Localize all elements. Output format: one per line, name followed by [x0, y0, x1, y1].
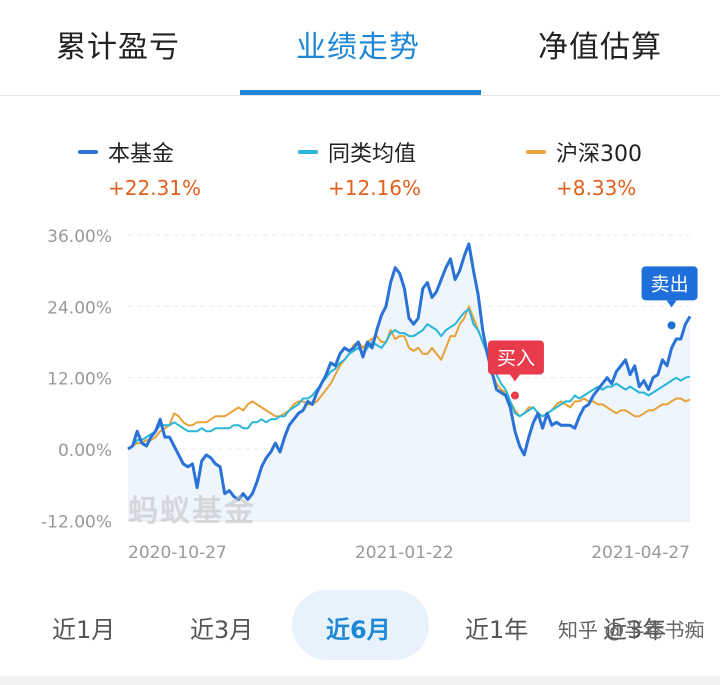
legend-label-csi300: 沪深300: [556, 142, 642, 167]
legend-value-csi300: +8.33%: [556, 176, 637, 200]
y-tick-label: -12.00%: [41, 512, 112, 532]
fund-area-fill: [128, 243, 690, 521]
author-credit: 知乎 @半卷书痴: [558, 618, 705, 642]
legend-label-fund: 本基金: [108, 142, 175, 167]
legend-value-peer: +12.16%: [328, 176, 422, 200]
tab-cumulative-pnl[interactable]: 累计盈亏: [56, 30, 180, 65]
period-3y[interactable]: 近3年: [603, 616, 667, 644]
y-tick-label: 0.00%: [58, 441, 112, 461]
buy-marker-label: 买入: [497, 348, 535, 370]
buy-marker-label-bg: [487, 340, 544, 375]
legend-swatch-peer: [298, 150, 318, 154]
period-3m[interactable]: 近3月: [190, 616, 254, 644]
series-line-fund: [127, 242, 692, 501]
period-1y[interactable]: 近1年: [465, 616, 529, 644]
period-selector: 近1月 近3月 近6月 近1年 近3年: [0, 588, 720, 663]
sell-marker-label-bg: [641, 266, 698, 301]
y-tick-label: 24.00%: [47, 298, 112, 318]
active-tab-indicator: [240, 90, 481, 95]
legend-fund[interactable]: 本基金 +22.31%: [78, 136, 201, 200]
y-tick-label: 12.00%: [47, 370, 112, 390]
x-tick-label: 2021-04-27: [591, 543, 690, 563]
tab-bar: 累计盈亏 业绩走势 净值估算: [0, 0, 720, 96]
legend-swatch-fund: [78, 150, 98, 154]
x-tick-label: 2021-01-22: [355, 543, 454, 563]
sell-marker-label: 卖出: [651, 273, 689, 295]
legend-label-peer: 同类均值: [328, 142, 417, 167]
legend-swatch-csi300: [526, 150, 546, 154]
tab-nav-estimate[interactable]: 净值估算: [538, 30, 662, 65]
performance-chart[interactable]: 36.00% 24.00% 12.00% 0.00% -12.00% 2020-10-27…: [0, 215, 720, 585]
watermark: 蚂蚁基金: [128, 494, 256, 529]
legend-peer-average[interactable]: 同类均值 +12.16%: [298, 136, 421, 200]
sell-marker-dot: [667, 321, 676, 330]
legend-value-fund: +22.31%: [108, 176, 202, 200]
period-active-pill: [292, 590, 429, 660]
tab-performance-trend[interactable]: 业绩走势: [296, 30, 420, 65]
buy-marker-dot: [510, 391, 519, 400]
legend-csi300[interactable]: 沪深300 +8.33%: [526, 136, 642, 200]
series-line-csi300: [127, 305, 691, 450]
period-1m[interactable]: 近1月: [52, 616, 116, 644]
sell-marker-pointer: [666, 300, 677, 308]
bottom-bar: [0, 676, 720, 685]
y-tick-label: 36.00%: [47, 227, 112, 247]
buy-marker-pointer: [509, 374, 520, 382]
period-6m[interactable]: 近6月: [326, 616, 391, 644]
series-line-peer: [127, 308, 691, 450]
x-tick-label: 2020-10-27: [128, 543, 227, 563]
